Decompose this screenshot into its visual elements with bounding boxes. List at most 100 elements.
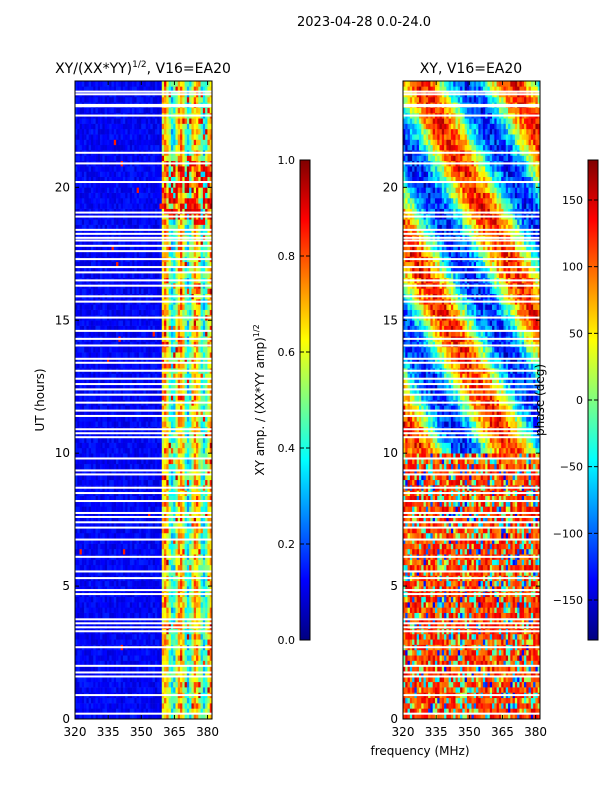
heatmap-cell: [120, 681, 124, 688]
heatmap-cell: [104, 655, 108, 661]
heatmap-cell: [86, 511, 89, 518]
heatmap-cell: [170, 447, 174, 454]
heatmap-cell: [175, 665, 179, 672]
heatmap-cell: [168, 623, 172, 629]
heatmap-cell: [186, 703, 190, 709]
heatmap-cell: [122, 421, 126, 427]
heatmap-cell: [198, 410, 201, 417]
heatmap-cell: [118, 602, 121, 608]
heatmap-cell: [134, 633, 137, 640]
heatmap-cell: [77, 506, 80, 512]
heatmap-cell: [122, 607, 126, 613]
heatmap-cell: [84, 362, 87, 369]
heatmap-cell: [198, 304, 201, 310]
heatmap-cell: [120, 522, 124, 528]
heatmap-cell: [186, 469, 190, 475]
heatmap-cell: [79, 389, 83, 395]
heatmap-cell: [157, 532, 160, 539]
heatmap-cell: [177, 389, 181, 395]
heatmap-cell: [90, 602, 94, 608]
heatmap-cell: [184, 373, 188, 380]
heatmap-cell: [125, 559, 128, 566]
heatmap-cell: [196, 506, 199, 512]
heatmap-cell: [168, 570, 172, 576]
heatmap-cell: [202, 697, 206, 704]
heatmap-cell: [191, 378, 195, 385]
heatmap-cell: [122, 415, 126, 422]
heatmap-cell: [127, 474, 131, 481]
heatmap-cell: [111, 389, 115, 395]
heatmap-cell: [198, 389, 201, 395]
heatmap-cell: [109, 447, 112, 454]
heatmap-cell: [186, 330, 190, 337]
heatmap-cell: [86, 543, 89, 550]
heatmap-cell: [173, 394, 176, 401]
heatmap-cell: [143, 506, 147, 512]
heatmap-cell: [125, 437, 128, 443]
heatmap-cell: [122, 442, 126, 449]
heatmap-cell: [75, 506, 78, 512]
heatmap-cell: [148, 501, 151, 507]
heatmap-cell: [189, 559, 192, 566]
heatmap-cell: [182, 447, 185, 454]
heatmap-cell: [75, 697, 78, 704]
heatmap-cell: [170, 538, 174, 544]
heatmap-cell: [173, 352, 176, 358]
heatmap-cell: [75, 559, 78, 566]
heatmap-cell: [166, 309, 169, 316]
heatmap-cell: [205, 458, 208, 465]
heatmap-cell: [127, 660, 131, 667]
heatmap-cell: [182, 304, 185, 310]
heatmap-cell: [84, 681, 87, 688]
heatmap-cell: [129, 474, 133, 481]
heatmap-cell: [161, 671, 165, 677]
heatmap-cell: [102, 655, 105, 661]
heatmap-cell: [186, 538, 190, 544]
heatmap-cell: [113, 463, 117, 470]
heatmap-cell: [77, 330, 80, 337]
heatmap-cell: [136, 501, 140, 507]
heatmap-cell: [122, 596, 126, 603]
heatmap-cell: [109, 527, 112, 534]
heatmap-cell: [143, 479, 147, 486]
heatmap-cell: [90, 633, 94, 640]
heatmap-cell: [180, 511, 183, 518]
heatmap-cell: [166, 586, 169, 592]
heatmap-cell: [86, 538, 89, 544]
heatmap-cell: [90, 543, 94, 550]
heatmap-cell: [129, 623, 133, 629]
heatmap-cell: [189, 564, 192, 571]
heatmap-cell: [86, 474, 89, 481]
heatmap-cell: [207, 437, 211, 443]
heatmap-cell: [198, 564, 201, 571]
heatmap-cell: [200, 586, 204, 592]
heatmap-cell: [207, 617, 211, 624]
heatmap-cell: [148, 511, 151, 518]
heatmap-cell: [202, 479, 206, 486]
heatmap-cell: [157, 586, 160, 592]
heatmap-cell: [138, 463, 142, 470]
heatmap-cell: [136, 410, 140, 417]
heatmap-cell: [75, 532, 78, 539]
heatmap-cell: [141, 633, 144, 640]
heatmap-cell: [182, 479, 185, 486]
heatmap-cell: [104, 506, 108, 512]
heatmap-cell: [157, 687, 160, 693]
heatmap-cell: [125, 373, 128, 380]
heatmap-cell: [138, 309, 142, 316]
heatmap-cell: [113, 522, 117, 528]
heatmap-cell: [205, 559, 208, 566]
heatmap-cell: [200, 660, 204, 667]
heatmap-cell: [184, 410, 188, 417]
heatmap-cell: [75, 596, 78, 603]
heatmap-cell: [90, 703, 94, 709]
heatmap-cell: [75, 617, 78, 624]
heatmap-cell: [143, 341, 147, 348]
heatmap-cell: [196, 479, 199, 486]
heatmap-cell: [75, 346, 78, 353]
heatmap-cell: [88, 410, 92, 417]
heatmap-cell: [134, 469, 137, 475]
heatmap-cell: [145, 469, 149, 475]
heatmap-cell: [180, 341, 183, 348]
heatmap-cell: [120, 501, 124, 507]
